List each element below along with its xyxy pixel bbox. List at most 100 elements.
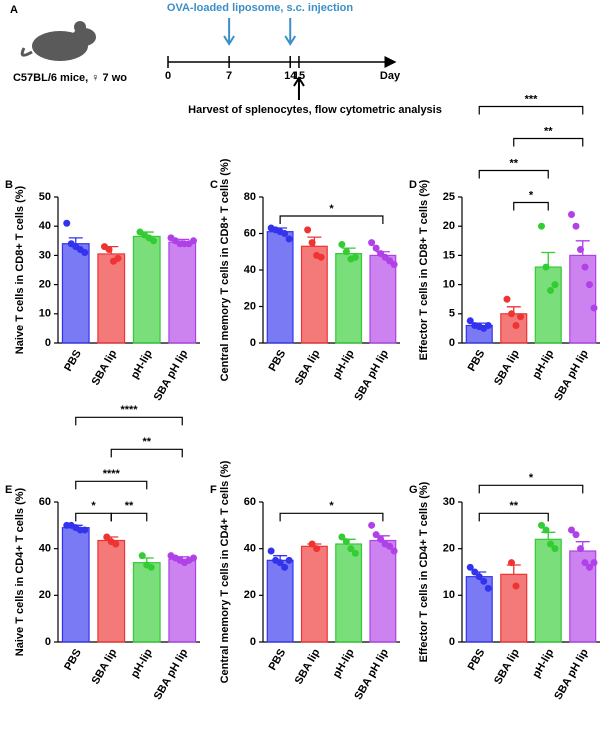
bar bbox=[97, 253, 126, 344]
x-tick-label: pH-lip bbox=[129, 647, 155, 680]
bar bbox=[168, 241, 197, 344]
data-point bbox=[547, 286, 554, 294]
data-point bbox=[368, 239, 376, 247]
bar bbox=[266, 559, 294, 643]
y-tick-label: 0 bbox=[45, 636, 51, 648]
data-point bbox=[81, 526, 89, 534]
data-point bbox=[586, 563, 593, 571]
data-point bbox=[308, 239, 316, 247]
panel-label: C bbox=[210, 179, 218, 191]
data-point bbox=[484, 584, 492, 592]
timeline-tick-label: 14 bbox=[284, 70, 297, 82]
significance-bracket bbox=[75, 512, 112, 522]
data-point bbox=[285, 235, 293, 243]
y-tick-label: 0 bbox=[45, 337, 51, 349]
injection-label: OVA-loaded liposome, s.c. injection bbox=[167, 2, 353, 14]
data-point bbox=[138, 552, 146, 560]
x-tick-label: SBA pH lip bbox=[552, 647, 591, 702]
data-point bbox=[313, 545, 321, 553]
harvest-arrowhead bbox=[293, 76, 305, 87]
data-point bbox=[551, 545, 559, 553]
data-point bbox=[147, 563, 155, 571]
data-point bbox=[281, 563, 289, 571]
timeline-tick-label: 0 bbox=[165, 70, 171, 82]
data-point bbox=[105, 246, 113, 254]
data-point bbox=[581, 559, 589, 567]
data-point bbox=[377, 535, 385, 543]
x-tick-label: PBS bbox=[62, 647, 84, 673]
significance-label: * bbox=[529, 189, 534, 201]
y-tick-label: 20 bbox=[244, 300, 256, 312]
significance-bracket bbox=[478, 169, 549, 179]
data-point bbox=[480, 577, 488, 585]
bar bbox=[61, 243, 90, 344]
panel-label: G bbox=[409, 484, 418, 496]
x-tick-label: SBA lip bbox=[492, 348, 522, 388]
bar bbox=[369, 539, 397, 643]
mouse-label: C57BL/6 mice, ♀ 7 wo bbox=[13, 72, 127, 84]
bar bbox=[132, 235, 161, 344]
data-point bbox=[466, 317, 474, 325]
data-point bbox=[484, 321, 492, 329]
data-point bbox=[590, 304, 598, 312]
panel-label: D bbox=[409, 179, 417, 191]
harvest-label: Harvest of splenocytes, flow cytometric … bbox=[188, 104, 442, 116]
significance-label: ** bbox=[509, 500, 518, 512]
y-tick-label: 0 bbox=[449, 636, 455, 648]
data-point bbox=[577, 246, 584, 254]
panel-label: E bbox=[5, 484, 12, 496]
data-point bbox=[542, 526, 550, 534]
data-point bbox=[351, 253, 359, 261]
data-point bbox=[512, 582, 520, 590]
significance-label: **** bbox=[103, 468, 121, 480]
data-point bbox=[386, 542, 394, 550]
y-tick-label: 0 bbox=[250, 337, 256, 349]
data-point bbox=[281, 230, 289, 237]
data-point bbox=[547, 540, 554, 548]
injection-arrowhead bbox=[284, 35, 297, 46]
x-tick-label: SBA pH lip bbox=[152, 348, 191, 403]
significance-bracket bbox=[75, 416, 183, 426]
y-tick-label: 80 bbox=[244, 191, 256, 203]
bar bbox=[500, 313, 528, 344]
y-tick-label: 10 bbox=[39, 308, 51, 320]
significance-bracket bbox=[478, 484, 584, 494]
y-tick-label: 40 bbox=[244, 264, 256, 276]
data-point bbox=[267, 547, 275, 555]
significance-bracket bbox=[478, 512, 549, 522]
data-point bbox=[590, 559, 598, 567]
y-axis-label: Central memory T cells in CD4+ T cells (… bbox=[219, 460, 231, 683]
significance-label: * bbox=[329, 203, 334, 215]
significance-label: ** bbox=[509, 157, 518, 169]
bar bbox=[300, 245, 328, 344]
bar bbox=[335, 252, 363, 344]
timeline-axis-label: Day bbox=[380, 70, 401, 82]
y-tick-label: 20 bbox=[39, 589, 51, 601]
data-point bbox=[572, 531, 580, 539]
y-axis-label: Naive T cells in CD8+ T cells (%) bbox=[14, 185, 26, 354]
data-point bbox=[338, 533, 346, 541]
significance-bracket bbox=[478, 105, 584, 115]
bar bbox=[61, 527, 90, 643]
y-tick-label: 20 bbox=[244, 589, 256, 601]
x-tick-label: SBA pH lip bbox=[352, 647, 391, 702]
data-point bbox=[351, 549, 359, 557]
significance-label: ** bbox=[142, 436, 151, 448]
data-point bbox=[475, 573, 483, 581]
x-tick-label: pH-lip bbox=[129, 348, 155, 381]
x-tick-label: PBS bbox=[466, 647, 488, 673]
data-point bbox=[112, 540, 120, 548]
bar bbox=[534, 538, 562, 643]
y-tick-label: 0 bbox=[250, 636, 256, 648]
panel-label: F bbox=[210, 484, 217, 496]
y-tick-label: 40 bbox=[244, 543, 256, 555]
data-point bbox=[508, 559, 515, 567]
bar bbox=[132, 562, 161, 643]
data-point bbox=[581, 263, 589, 271]
bar bbox=[534, 266, 562, 344]
y-axis-label: Central memory T cells in CD8+ T cells (… bbox=[219, 158, 231, 381]
x-tick-label: pH-lip bbox=[331, 348, 357, 381]
data-point bbox=[538, 222, 545, 230]
y-tick-label: 25 bbox=[443, 191, 455, 203]
